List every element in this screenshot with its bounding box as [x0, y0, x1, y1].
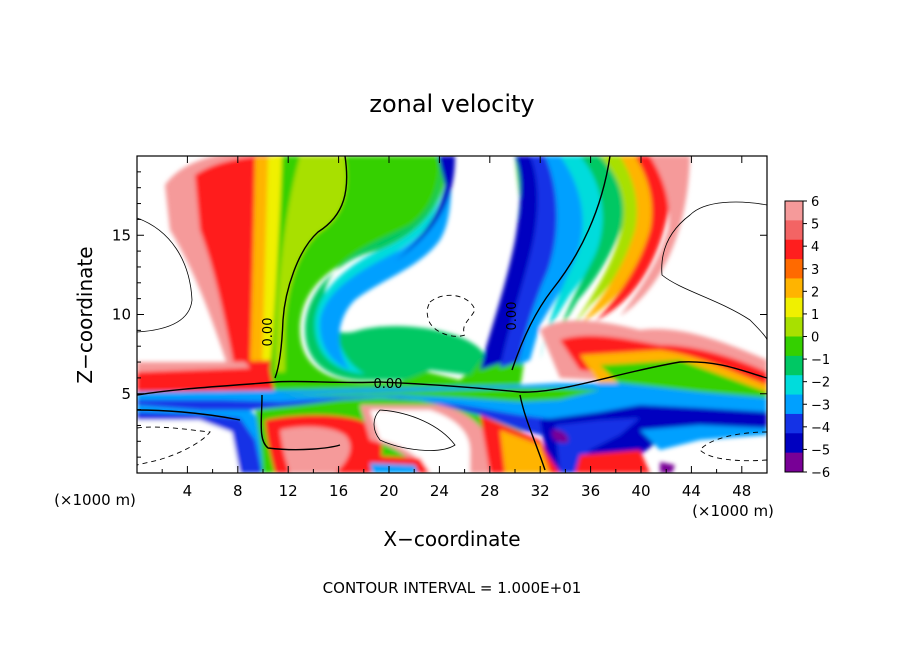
x-tick-label: 40 [631, 482, 650, 500]
colorbar-swatch [785, 433, 803, 454]
colorbar-tick-label: 1 [811, 308, 819, 323]
colorbar-tick-label: −2 [811, 376, 830, 391]
x-tick-label: 36 [581, 482, 600, 500]
x-tick-label: 24 [430, 482, 449, 500]
colorbar-tick-label: 2 [811, 285, 819, 300]
contour-labels: 0.00 0.00 0.00 [261, 302, 520, 392]
x-tick-label: 4 [183, 482, 193, 500]
x-tick-label: 16 [329, 482, 348, 500]
x-tick-label: 8 [233, 482, 243, 500]
colorbar-swatch [785, 336, 803, 357]
contour-label: 0.00 [374, 377, 403, 392]
x-tick-label: 20 [379, 482, 398, 500]
colorbar-swatch [785, 278, 803, 299]
colorbar-tick-label: 6 [811, 195, 819, 210]
colorbar-tick-label: 3 [811, 263, 819, 278]
x-unit-left: (×1000 m) [54, 491, 136, 509]
color-field [137, 156, 767, 473]
x-axis: 4 8 12 16 20 24 28 32 36 40 44 48 [161, 156, 751, 500]
contour-interval-note: CONTOUR INTERVAL = 1.000E+01 [323, 579, 582, 597]
colorbar-tick-label: 0 [811, 331, 819, 346]
x-unit-right: (×1000 m) [692, 502, 774, 520]
contour-label: 0.00 [505, 302, 520, 331]
colorbar-tick-label: −6 [811, 466, 830, 481]
colorbar-tick-label: −5 [811, 443, 830, 458]
x-tick-label: 28 [480, 482, 499, 500]
colorbar-swatch [785, 355, 803, 376]
contour-label: 0.00 [261, 318, 276, 347]
colorbar-swatch [785, 239, 803, 260]
colorbar-tick-label: −3 [811, 398, 830, 413]
x-axis-label: X−coordinate [383, 527, 520, 551]
colorbar-tick-label: −1 [811, 353, 830, 368]
colorbar-swatch [785, 394, 803, 415]
chart-title: zonal velocity [369, 90, 534, 118]
negative-contours [137, 294, 767, 466]
colorbar-tick-label: 4 [811, 240, 819, 255]
colorbar-swatch [785, 413, 803, 434]
colorbar-swatch [785, 259, 803, 279]
colorbar-swatch [785, 375, 803, 396]
contour-lines [137, 156, 767, 471]
y-tick-label: 5 [121, 385, 131, 403]
y-axis-label: Z−coordinate [73, 246, 97, 383]
x-tick-label: 48 [732, 482, 751, 500]
colorbar-swatch [785, 297, 803, 318]
x-tick-label: 12 [279, 482, 298, 500]
colorbar-swatch [785, 201, 803, 221]
x-tick-label: 32 [531, 482, 550, 500]
colorbar-tick-label: −4 [811, 421, 830, 436]
colorbar-swatch [785, 317, 803, 337]
y-tick-label: 15 [112, 226, 131, 244]
colorbar-swatch [785, 452, 803, 473]
y-axis: 5 10 15 [112, 171, 767, 458]
thin-contours [137, 201, 767, 451]
colorbar: 6 5 4 3 2 1 0 −1 −2 −3 −4 −5 −6 [784, 195, 830, 481]
y-tick-label: 10 [112, 306, 131, 324]
x-tick-label: 44 [682, 482, 701, 500]
plot-area: 0.00 0.00 0.00 [136, 155, 768, 474]
colorbar-swatch [785, 220, 803, 241]
colorbar-tick-label: 5 [811, 218, 819, 233]
